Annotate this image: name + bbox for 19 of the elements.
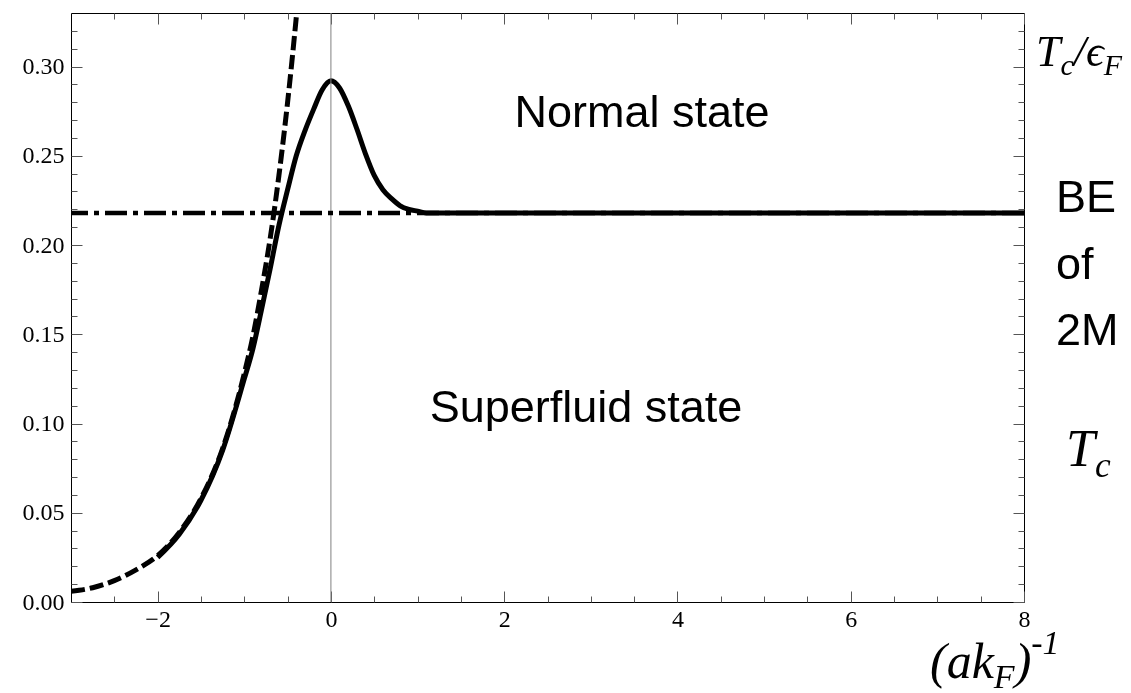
y-tick-label: 0.10 — [22, 410, 65, 437]
x-tick-label: 4 — [671, 605, 684, 632]
y-tick-label: 0.25 — [22, 142, 65, 169]
text: 2M — [1056, 304, 1119, 355]
y-axis-title: T$_{c}$/ϵ$_{F}$ — [1036, 27, 1122, 81]
x-tick-label: −2 — [145, 605, 171, 632]
text: of — [1056, 238, 1094, 289]
x-tick-label: 2 — [498, 605, 511, 632]
text: BE — [1056, 171, 1117, 222]
x-tick-label: 0 — [325, 605, 338, 632]
y-tick-label: 0.20 — [22, 231, 65, 258]
x-tick-label: 6 — [845, 605, 858, 632]
text: T$_{c}$ — [1066, 420, 1111, 485]
y-tick-label: 0.05 — [22, 499, 65, 526]
y-tick-label: 0.15 — [22, 320, 65, 347]
y-tick-label: 0.30 — [22, 53, 65, 80]
y-tick-label: 0.00 — [22, 588, 65, 615]
annotation: Superfluid state — [429, 381, 743, 433]
annotation: Normal state — [514, 86, 770, 138]
